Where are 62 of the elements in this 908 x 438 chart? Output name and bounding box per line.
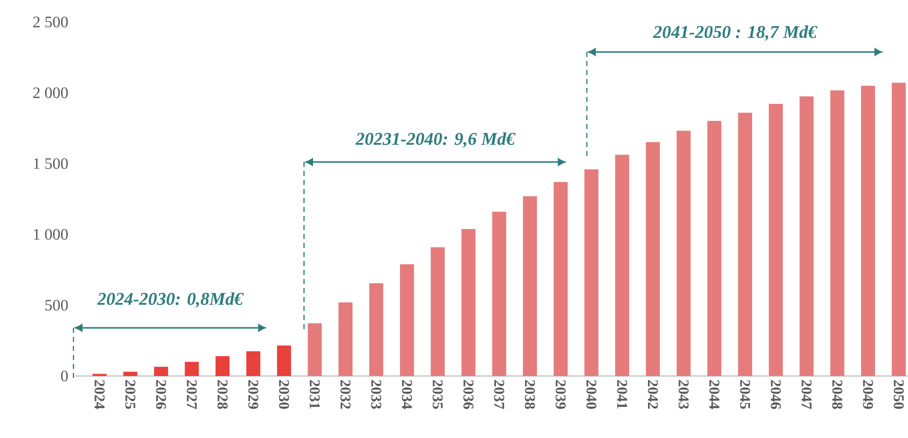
- x-tick-label: 2039: [556, 380, 566, 409]
- bar: [800, 96, 814, 376]
- x-tick-label: 2046: [770, 380, 781, 409]
- x-tick-label: 2041: [617, 380, 628, 409]
- y-tick-label: 1 000: [34, 229, 68, 240]
- x-tick-label: 2032: [340, 380, 351, 409]
- bar: [338, 302, 353, 376]
- bar: [246, 351, 260, 376]
- bar: [646, 142, 660, 376]
- bar: [768, 104, 783, 376]
- bar: [861, 86, 876, 376]
- x-tick-label: 2033: [371, 380, 382, 409]
- annotation: 2024-2030: 0,8Md€: [97, 292, 244, 308]
- x-tick-label: 2044: [709, 380, 720, 410]
- y-tick-label: 1 500: [34, 158, 68, 169]
- x-tick-label: 2045: [740, 380, 750, 409]
- bar: [522, 196, 537, 376]
- x-tick-label: 2027: [186, 380, 197, 410]
- y-tick-label: 500: [45, 300, 68, 311]
- bar: [584, 169, 598, 376]
- x-tick-label: 2038: [524, 380, 535, 409]
- bar: [830, 90, 844, 376]
- x-tick-label: 2049: [863, 380, 874, 409]
- bar: [308, 323, 322, 376]
- x-tick-label: 2034: [402, 380, 412, 410]
- annotation: 20231-2040: 9,6 Md€: [355, 132, 516, 148]
- bar: [492, 212, 506, 376]
- x-tick-label: 2031: [310, 380, 320, 409]
- x-tick-label: 2040: [586, 380, 596, 409]
- bar: [676, 130, 691, 376]
- bar: [154, 366, 168, 376]
- y-tick-label: 2 000: [33, 87, 68, 98]
- x-tick-label: 2050: [894, 380, 904, 409]
- x-tick-label: 2025: [125, 380, 136, 409]
- y-tick-label: 2 500: [33, 16, 68, 28]
- y-tick-label: 0: [61, 370, 68, 382]
- x-tick-label: 2030: [278, 380, 290, 409]
- x-tick-label: 2035: [432, 380, 443, 409]
- bar: [430, 247, 445, 376]
- x-tick-label: 2043: [678, 380, 689, 409]
- x-tick-label: 2026: [156, 380, 166, 409]
- bar: [277, 346, 292, 376]
- bar: [738, 112, 752, 376]
- x-tick-label: 2037: [494, 380, 504, 410]
- x-tick-label: 2028: [218, 380, 228, 409]
- bar: [216, 356, 230, 376]
- x-tick-label: 2024: [94, 380, 105, 410]
- bar: [892, 82, 906, 376]
- bar: [461, 229, 476, 376]
- bar: [554, 182, 568, 376]
- x-tick-label: 2036: [463, 380, 474, 409]
- bar: [400, 264, 414, 376]
- x-tick-label: 2042: [648, 380, 658, 409]
- bar: [369, 283, 384, 376]
- bar: [123, 372, 138, 376]
- annotation: 2041-2050 : 18,7 Md€: [652, 25, 818, 41]
- x-tick-label: 2048: [832, 380, 842, 409]
- bar: [615, 154, 630, 376]
- x-tick-label: 2047: [802, 380, 812, 410]
- bar: [707, 120, 722, 376]
- x-tick-label: 2029: [248, 380, 258, 409]
- bar: [184, 362, 199, 376]
